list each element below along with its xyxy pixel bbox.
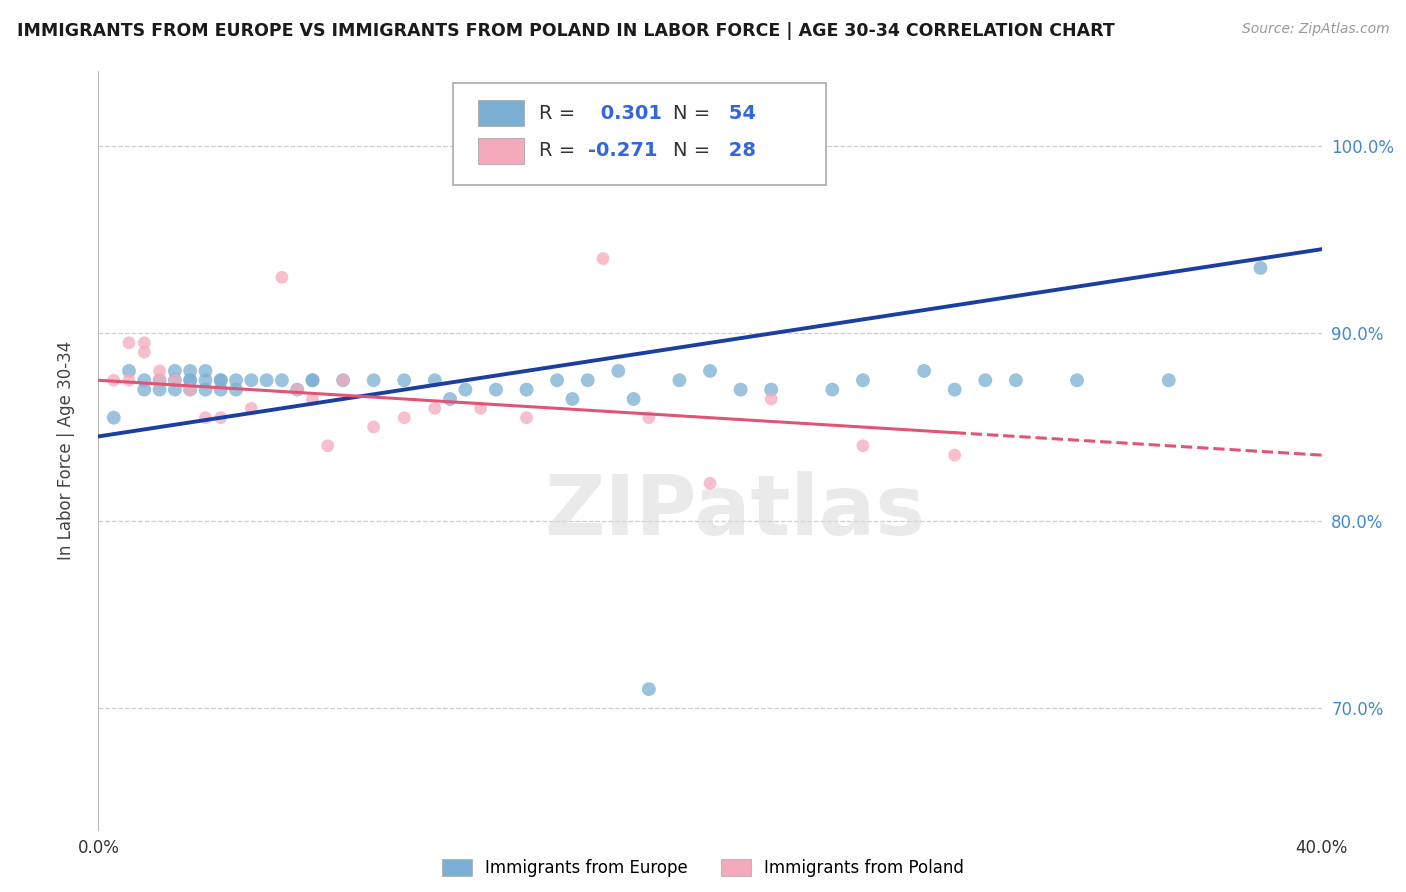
Point — [637, 410, 661, 425]
Point — [163, 383, 186, 397]
Point — [163, 364, 186, 378]
Point — [1066, 373, 1088, 387]
Point — [912, 364, 935, 378]
Point — [974, 373, 997, 387]
Point — [392, 373, 416, 387]
Point — [316, 439, 339, 453]
Text: 0.301: 0.301 — [593, 103, 662, 122]
Point — [454, 383, 477, 397]
Y-axis label: In Labor Force | Age 30-34: In Labor Force | Age 30-34 — [56, 341, 75, 560]
FancyBboxPatch shape — [478, 100, 524, 126]
Text: IMMIGRANTS FROM EUROPE VS IMMIGRANTS FROM POLAND IN LABOR FORCE | AGE 30-34 CORR: IMMIGRANTS FROM EUROPE VS IMMIGRANTS FRO… — [17, 22, 1115, 40]
Point — [546, 373, 568, 387]
Point — [285, 383, 308, 397]
Point — [256, 373, 278, 387]
Point — [179, 364, 201, 378]
Text: 28: 28 — [723, 142, 756, 161]
Point — [194, 364, 217, 378]
Point — [134, 373, 156, 387]
FancyBboxPatch shape — [478, 138, 524, 164]
Point — [623, 392, 645, 406]
Point — [209, 373, 232, 387]
Point — [1004, 373, 1026, 387]
Point — [240, 373, 263, 387]
Point — [179, 373, 201, 387]
Point — [332, 373, 354, 387]
Point — [423, 401, 446, 416]
Point — [301, 392, 323, 406]
Point — [240, 401, 263, 416]
Point — [592, 252, 614, 266]
Point — [118, 364, 141, 378]
Point — [943, 448, 966, 462]
Point — [607, 364, 630, 378]
Point — [149, 383, 172, 397]
Point — [759, 392, 782, 406]
Point — [225, 383, 247, 397]
Point — [852, 373, 875, 387]
Point — [852, 439, 875, 453]
Legend: Immigrants from Europe, Immigrants from Poland: Immigrants from Europe, Immigrants from … — [434, 852, 972, 884]
Text: 54: 54 — [723, 103, 756, 122]
Point — [194, 383, 217, 397]
Point — [1157, 373, 1180, 387]
Point — [301, 373, 323, 387]
Point — [179, 373, 201, 387]
Point — [423, 373, 446, 387]
Point — [332, 373, 354, 387]
Point — [179, 383, 201, 397]
Point — [163, 373, 186, 387]
Text: -0.271: -0.271 — [588, 142, 657, 161]
Point — [637, 682, 661, 697]
Point — [439, 392, 461, 406]
Point — [209, 383, 232, 397]
Text: R =: R = — [538, 103, 581, 122]
Point — [134, 383, 156, 397]
Point — [699, 364, 721, 378]
Point — [730, 383, 752, 397]
Point — [194, 373, 217, 387]
Point — [516, 383, 538, 397]
Point — [821, 383, 844, 397]
Point — [225, 373, 247, 387]
Point — [118, 335, 141, 350]
Point — [118, 373, 141, 387]
Point — [270, 270, 292, 285]
Text: R =: R = — [538, 142, 581, 161]
Point — [134, 335, 156, 350]
Point — [561, 392, 583, 406]
Point — [363, 373, 385, 387]
Point — [270, 373, 292, 387]
FancyBboxPatch shape — [453, 83, 827, 186]
Point — [209, 373, 232, 387]
Text: N =: N = — [673, 103, 710, 122]
Point — [699, 476, 721, 491]
Point — [179, 383, 201, 397]
Point — [943, 383, 966, 397]
Point — [392, 410, 416, 425]
Point — [285, 383, 308, 397]
Text: N =: N = — [673, 142, 710, 161]
Point — [103, 410, 125, 425]
Point — [516, 410, 538, 425]
Point — [103, 373, 125, 387]
Point — [470, 401, 492, 416]
Point — [209, 410, 232, 425]
Point — [194, 410, 217, 425]
Point — [301, 373, 323, 387]
Point — [576, 373, 599, 387]
Point — [149, 373, 172, 387]
Point — [668, 373, 690, 387]
Point — [149, 364, 172, 378]
Text: ZIPatlas: ZIPatlas — [544, 471, 925, 551]
Point — [759, 383, 782, 397]
Point — [163, 373, 186, 387]
Point — [363, 420, 385, 434]
Point — [134, 345, 156, 359]
Point — [149, 373, 172, 387]
Point — [485, 383, 508, 397]
Text: Source: ZipAtlas.com: Source: ZipAtlas.com — [1241, 22, 1389, 37]
Point — [1249, 260, 1271, 275]
